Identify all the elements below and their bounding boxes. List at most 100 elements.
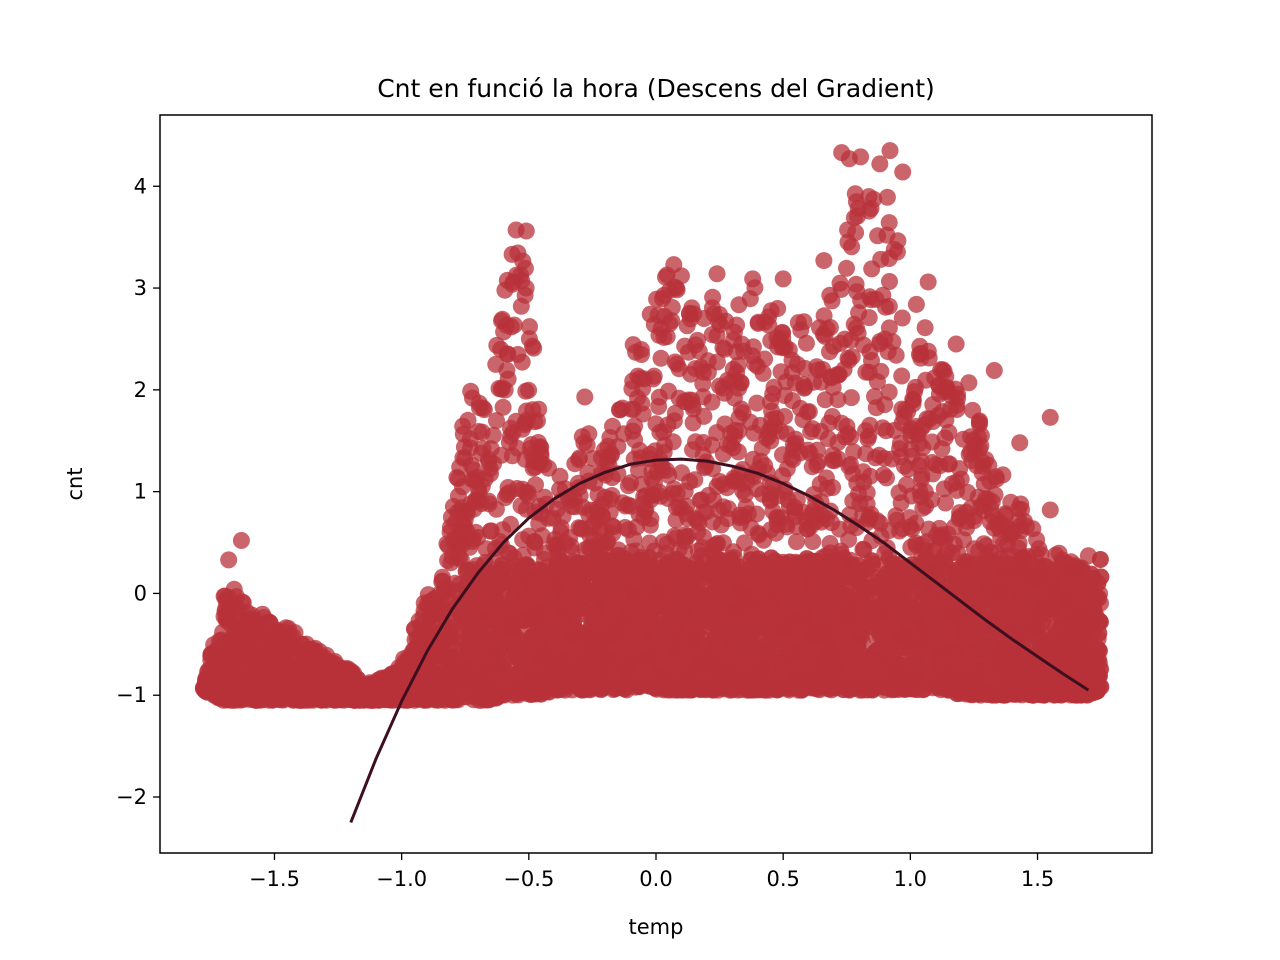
- scatter-point: [584, 450, 602, 467]
- scatter-point: [758, 429, 776, 447]
- scatter-point: [912, 452, 930, 470]
- scatter-point: [770, 332, 788, 350]
- scatter-point: [409, 684, 427, 702]
- scatter-point: [539, 509, 557, 527]
- scatter-point: [622, 400, 640, 418]
- scatter-point: [470, 423, 488, 440]
- scatter-point: [440, 589, 458, 607]
- scatter-point: [805, 486, 823, 503]
- scatter-point: [949, 389, 967, 407]
- scatter-point: [493, 312, 510, 330]
- scatter-point: [877, 422, 895, 440]
- scatter-point: [980, 456, 998, 474]
- scatter-point: [823, 408, 841, 425]
- scatter-point: [848, 319, 865, 337]
- scatter-point: [920, 349, 938, 367]
- scatter-point: [843, 348, 861, 366]
- scatter-point: [935, 362, 953, 380]
- scatter-point: [637, 487, 655, 505]
- scatter-point: [235, 654, 253, 672]
- scatter-point: [301, 641, 319, 659]
- scatter-point: [692, 358, 710, 376]
- scatter-point: [676, 482, 694, 500]
- scatter-point: [749, 313, 767, 331]
- scatter-point: [656, 436, 673, 454]
- scatter-point: [728, 364, 746, 381]
- scatter-point: [907, 536, 925, 554]
- scatter-point: [895, 457, 913, 475]
- scatter-point: [845, 209, 863, 227]
- scatter-point: [255, 625, 273, 643]
- scatter-point: [812, 513, 830, 531]
- scatter-point: [877, 298, 894, 316]
- scatter-point: [496, 489, 514, 507]
- scatter-point: [876, 396, 894, 414]
- scatter-point: [847, 193, 865, 211]
- scatter-point: [655, 423, 673, 441]
- scatter-point: [222, 666, 240, 684]
- scatter-point: [821, 343, 838, 361]
- scatter-point: [203, 680, 221, 698]
- scatter-point: [831, 520, 849, 538]
- scatter-point: [655, 286, 673, 304]
- scatter-point: [502, 515, 519, 533]
- scatter-point: [741, 413, 759, 431]
- scatter-point: [821, 368, 839, 386]
- scatter-point: [709, 535, 727, 552]
- scatter-point: [893, 309, 911, 327]
- scatter-point: [818, 320, 836, 338]
- scatter-point: [526, 533, 544, 551]
- scatter-point: [262, 666, 280, 684]
- scatter-point: [454, 417, 472, 435]
- scatter-point: [933, 440, 951, 458]
- scatter-point: [419, 586, 437, 604]
- scatter-point: [624, 336, 642, 354]
- scatter-point: [1001, 520, 1019, 538]
- scatter-point: [547, 536, 565, 554]
- scatter-point: [885, 240, 903, 258]
- scatter-point: [502, 428, 519, 445]
- scatter-point: [492, 340, 510, 358]
- scatter-point: [571, 449, 588, 467]
- scatter-point: [783, 364, 801, 382]
- scatter-point: [254, 689, 272, 707]
- scatter-point: [948, 473, 966, 491]
- scatter-point: [650, 398, 668, 415]
- scatter-point: [711, 377, 728, 395]
- scatter-point: [693, 491, 710, 509]
- scatter-point: [507, 412, 525, 430]
- scatter-point: [872, 250, 890, 268]
- scatter-point: [563, 497, 581, 515]
- scatter-point: [769, 300, 787, 317]
- scatter-point: [593, 507, 611, 525]
- scatter-point: [228, 588, 245, 606]
- scatter-point: [710, 501, 728, 519]
- scatter-point: [521, 318, 538, 336]
- scatter-point: [1028, 531, 1046, 549]
- scatter-point: [454, 517, 472, 535]
- scatter-point: [843, 238, 861, 256]
- scatter-point: [945, 535, 963, 553]
- scatter-point: [440, 631, 458, 648]
- scatter-point: [1013, 501, 1031, 519]
- scatter-point: [902, 420, 920, 437]
- scatter-point: [516, 259, 534, 277]
- scatter-point: [686, 471, 704, 489]
- scatter-point: [857, 445, 875, 463]
- scatter-point: [951, 460, 969, 478]
- scatter-point: [794, 411, 812, 429]
- scatter-point: [695, 310, 713, 327]
- scatter-point: [810, 453, 827, 471]
- scatter-point: [525, 339, 543, 357]
- scatter-point: [716, 415, 734, 433]
- scatter-point: [765, 378, 783, 396]
- scatter-point: [711, 316, 729, 334]
- scatter-point: [494, 398, 512, 416]
- scatter-point: [464, 389, 481, 407]
- scatter-point: [415, 602, 433, 620]
- scatter-point: [513, 353, 531, 371]
- scatter-point: [916, 319, 934, 337]
- scatter-point: [879, 343, 897, 361]
- scatter-point: [891, 434, 909, 452]
- scatter-point: [788, 533, 805, 551]
